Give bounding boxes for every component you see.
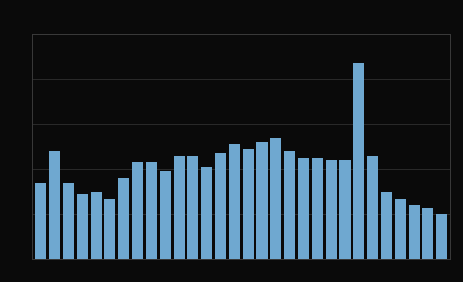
Bar [228,144,239,259]
Bar [63,183,74,259]
Bar [90,192,101,259]
Bar [242,149,253,259]
Bar [435,214,446,259]
Bar [145,162,156,259]
Bar [104,199,115,259]
Bar [408,205,419,259]
Bar [339,160,350,259]
Bar [421,208,432,259]
Bar [173,156,184,259]
Bar [187,156,198,259]
Bar [283,151,294,259]
Bar [380,192,391,259]
Bar [366,156,377,259]
Bar [76,194,88,259]
Bar [394,199,405,259]
Bar [49,151,60,259]
Bar [270,138,281,259]
Bar [132,162,143,259]
Bar [325,160,336,259]
Bar [352,63,363,259]
Bar [297,158,308,259]
Bar [201,167,212,259]
Bar [256,142,267,259]
Bar [214,153,225,259]
Bar [159,171,170,259]
Bar [118,178,129,259]
Bar [35,183,46,259]
Bar [311,158,322,259]
